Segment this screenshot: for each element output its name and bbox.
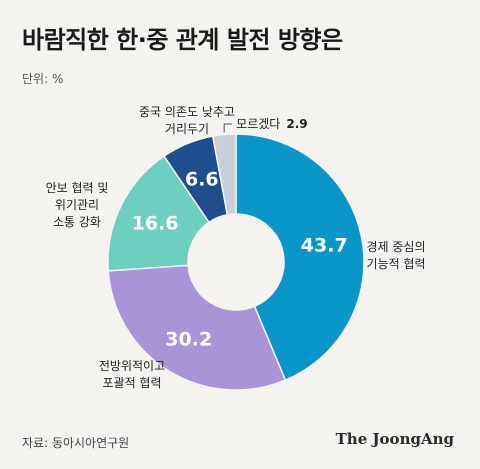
slice-2 — [107, 155, 211, 272]
value-label-4: 2.9 — [286, 117, 307, 131]
value-label-2: 16.6 — [132, 213, 179, 235]
category-label-2: 안보 협력 및 위기관리 소통 강화 — [46, 181, 109, 229]
leader-line — [223, 123, 233, 133]
brand-logo: The JoongAng — [335, 430, 454, 448]
category-label-3: 중국 의존도 낮추고 거리두기 — [139, 105, 235, 136]
category-label-0: 경제 중심의 기능적 협력 — [366, 240, 425, 271]
category-label-4: 모르겠다 2.9 — [236, 117, 307, 131]
value-label-1: 30.2 — [165, 329, 212, 351]
unit-label: 단위: % — [22, 72, 64, 86]
slice-1 — [107, 264, 287, 391]
chart-title: 바람직한 한·중 관계 발전 방향은 — [22, 26, 343, 54]
value-label-0: 43.7 — [301, 234, 348, 256]
slice-4 — [211, 133, 237, 216]
slice-0 — [235, 133, 365, 382]
source-note: 자료: 동아시아연구원 — [22, 436, 130, 450]
category-label-1: 전방위적이고 포괄적 협력 — [99, 359, 165, 390]
value-label-3: 6.6 — [185, 169, 219, 191]
